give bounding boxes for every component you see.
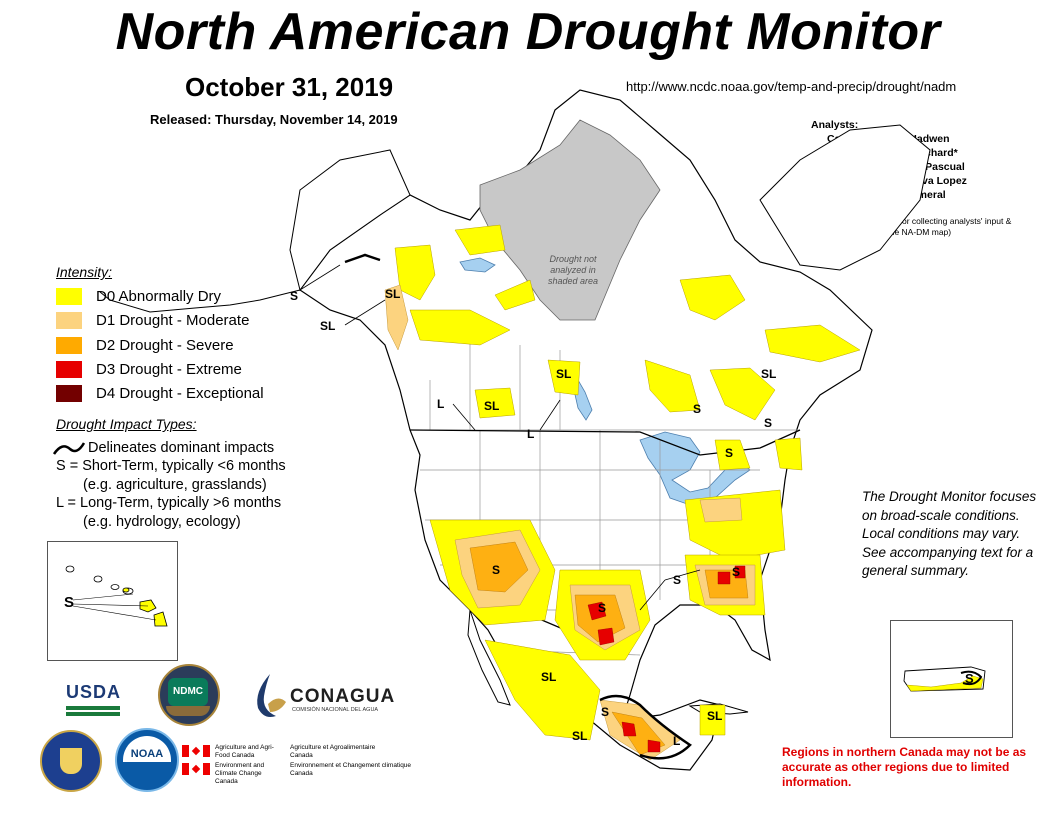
alaska (289, 149, 411, 292)
impact-label: SL (707, 709, 722, 723)
not-analyzed-label: Drought not analyzed in shaded area (547, 254, 599, 286)
impact-delineations (344, 253, 692, 760)
hawaii-map: S (64, 565, 168, 627)
impact-label: S (601, 705, 609, 719)
northern-canada-note: Regions in northern Canada may not be as… (782, 745, 1027, 789)
aleutian-chain (99, 289, 301, 313)
us-commerce-seal (40, 730, 102, 792)
puerto-rico-map: S (903, 666, 986, 692)
analyst-note: (* Responsible for collecting analysts' … (842, 216, 1012, 237)
analysts-heading: Analysts: (811, 119, 859, 131)
conagua-emblem (250, 672, 290, 722)
source-url[interactable]: http://www.ncdc.noaa.gov/temp-and-precip… (626, 79, 957, 94)
impact-label: L (673, 734, 680, 748)
us-canada-border (409, 429, 801, 456)
swatch-d2 (56, 336, 82, 354)
swatch-d3 (56, 360, 82, 378)
impact-label: S (693, 402, 701, 416)
canada-flag-1 (182, 745, 210, 757)
ndmc-logo: NDMC (158, 664, 220, 726)
env-canada-en: Environment and Climate Change Canada (215, 762, 265, 785)
legend-d0: D0 Abnormally Dry (56, 286, 221, 306)
legend-d3: D3 Drought - Extreme (56, 359, 242, 379)
noaa-logo-text: NOAA (130, 748, 164, 760)
not-analyzed-area (479, 119, 661, 321)
swatch-d0 (56, 287, 82, 305)
legend-d4-label: D4 Drought - Exceptional (96, 384, 264, 402)
map-title: North American Drought Monitor (115, 3, 941, 61)
noaa-logo: NOAA (115, 728, 179, 792)
impact-label: SL (761, 367, 776, 381)
hawaii-inset: S (47, 541, 178, 661)
impact-label: S (725, 446, 733, 460)
delineation-line-icon (52, 442, 86, 455)
canada-flag-2 (182, 763, 210, 775)
legend-d2: D2 Drought - Severe (56, 335, 234, 355)
usda-logo: USDA (66, 682, 120, 718)
conagua-logo-subtext: COMISIÓN NACIONAL DEL AGUA (292, 707, 379, 713)
impact-label: S (492, 563, 500, 577)
legend-d1-label: D1 Drought - Moderate (96, 311, 250, 329)
swatch-d4 (56, 384, 82, 402)
impact-label: L (527, 427, 534, 441)
impact-label: S (673, 573, 681, 587)
impact-label: SL (556, 367, 571, 381)
drought-monitor-note: The Drought Monitor focuses on broad-sca… (862, 489, 1037, 578)
legend-d3-label: D3 Drought - Extreme (96, 360, 242, 378)
impact-label: SL (385, 287, 400, 301)
ndmc-logo-text: NDMC (168, 678, 208, 706)
impact-short-term: S = Short-Term, typically <6 months (56, 458, 286, 474)
impact-label: SL (484, 399, 499, 413)
baja-california (467, 609, 511, 706)
legend-d1: D1 Drought - Moderate (56, 310, 249, 330)
agri-canada-fr: Agriculture et Agroalimentaire Canada (290, 744, 376, 759)
impact-title: Drought Impact Types: (56, 416, 197, 432)
impact-label: S (290, 289, 298, 303)
impact-long-term: L = Long-Term, typically >6 months (56, 495, 282, 511)
legend-d4: D4 Drought - Exceptional (56, 383, 264, 403)
conagua-logo-text: CONAGUA (290, 686, 396, 707)
d3-areas (587, 565, 746, 753)
legend-d0-label: D0 Abnormally Dry (96, 287, 222, 305)
impact-label: SL (572, 729, 587, 743)
impact-label: S (598, 601, 606, 615)
leader-lines (299, 264, 701, 611)
greenland (759, 124, 931, 271)
great-slave-lake (459, 257, 496, 273)
impact-label: S (764, 416, 772, 430)
puerto-rico-inset: S (890, 620, 1013, 738)
impact-short-term-eg: (e.g. agriculture, grasslands) (83, 477, 267, 493)
usda-logo-text: USDA (66, 682, 122, 702)
intensity-title: Intensity: (56, 264, 113, 280)
env-canada-fr: Environnement et Changement climatique C… (290, 762, 412, 777)
impact-label: S (732, 565, 740, 579)
impact-label: SL (541, 670, 556, 684)
pr-impact-label: S (965, 671, 974, 686)
impact-long-term-eg: (e.g. hydrology, ecology) (83, 514, 241, 530)
agri-canada-en: Agriculture and Agri-Food Canada (215, 744, 274, 759)
swatch-d1 (56, 311, 82, 329)
impact-delineates: Delineates dominant impacts (88, 440, 275, 456)
released-date: Released: Thursday, November 14, 2019 (150, 112, 398, 127)
impact-label: SL (320, 319, 335, 333)
impact-label: L (437, 397, 444, 411)
map-date: October 31, 2019 (185, 72, 394, 102)
hawaii-impact-label: S (64, 594, 74, 611)
legend-d2-label: D2 Drought - Severe (96, 336, 234, 354)
